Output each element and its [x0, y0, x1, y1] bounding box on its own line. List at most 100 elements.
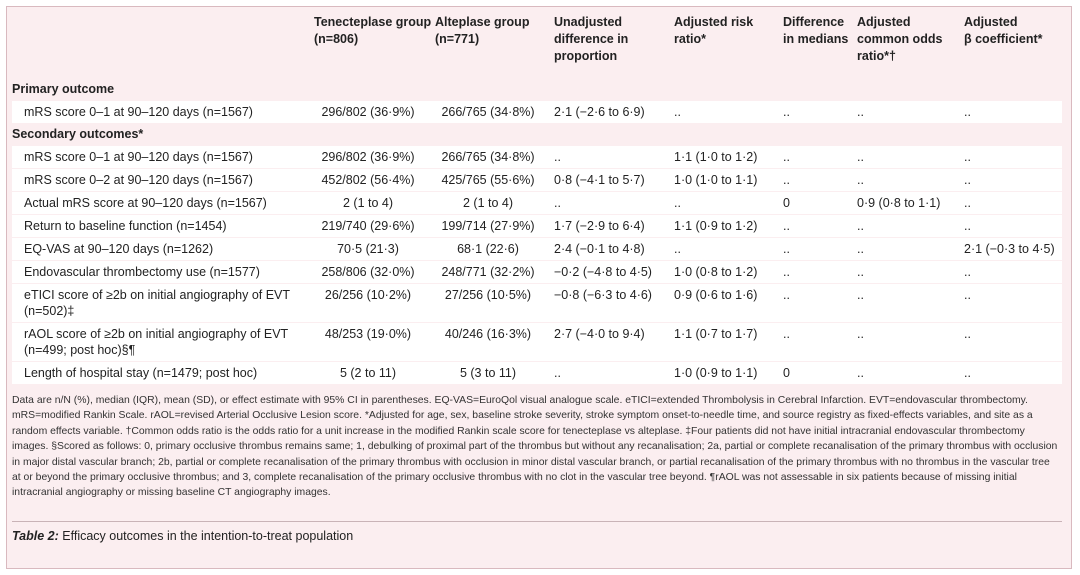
row-label: mRS score 0–2 at 90–120 days (n=1567): [24, 173, 253, 187]
header-difference-in-medians: Difference in medians: [783, 14, 848, 48]
table-caption: Table 2: Efficacy outcomes in the intent…: [12, 529, 353, 543]
cell-alteplase: 40/246 (16·3%): [444, 327, 532, 341]
row-label: eTICI score of ≥2b on initial angiograph…: [24, 288, 291, 302]
cell-alteplase: 266/765 (34·8%): [441, 150, 535, 164]
cell-unadjusted-difference: 2·7 (−4·0 to 9·4): [554, 327, 645, 341]
table-footnote: Data are n/N (%), median (IQR), mean (SD…: [12, 395, 1058, 499]
header-line: in medians: [783, 32, 849, 46]
cell-alteplase: 425/765 (55·6%): [441, 173, 535, 187]
cell-difference-in-medians: 0: [783, 366, 790, 380]
header-line: ratio*†: [857, 49, 896, 63]
row-label: mRS score 0–1 at 90–120 days (n=1567): [24, 105, 253, 119]
header-common-odds-ratio: Adjusted common odds ratio*†: [857, 14, 942, 65]
header-line: proportion: [554, 49, 618, 63]
cell-common-odds-ratio: ..: [857, 265, 864, 279]
cell-unadjusted-difference: ..: [554, 366, 561, 380]
cell-difference-in-medians: ..: [783, 105, 790, 119]
cell-beta-coefficient: ..: [964, 288, 971, 302]
table-row: Endovascular thrombectomy use (n=1577) 2…: [12, 261, 1062, 283]
header-line: Unadjusted: [554, 15, 623, 29]
cell-adjusted-risk-ratio: 0·9 (0·6 to 1·6): [674, 288, 758, 302]
cell-unadjusted-difference: 1·7 (−2·9 to 6·4): [554, 219, 645, 233]
cell-unadjusted-difference: ..: [554, 150, 561, 164]
cell-common-odds-ratio: ..: [857, 242, 864, 256]
table-row: Length of hospital stay (n=1479; post ho…: [12, 362, 1062, 384]
cell-alteplase: 68·1 (22·6): [457, 242, 519, 256]
row-label: Endovascular thrombectomy use (n=1577): [24, 265, 260, 279]
cell-common-odds-ratio: ..: [857, 105, 864, 119]
table-title: Efficacy outcomes in the intention-to-tr…: [62, 529, 354, 543]
cell-common-odds-ratio: 0·9 (0·8 to 1·1): [857, 196, 941, 210]
cell-tenecteplase: 258/806 (32·0%): [321, 265, 415, 279]
table-row: rAOL score of ≥2b on initial angiography…: [12, 323, 1062, 361]
cell-difference-in-medians: 0: [783, 196, 790, 210]
cell-difference-in-medians: ..: [783, 265, 790, 279]
cell-common-odds-ratio: ..: [857, 150, 864, 164]
table-row: eTICI score of ≥2b on initial angiograph…: [12, 284, 1062, 322]
cell-tenecteplase: 219/740 (29·6%): [321, 219, 415, 233]
row-label: Actual mRS score at 90–120 days (n=1567): [24, 196, 267, 210]
header-line: β coefficient*: [964, 32, 1043, 46]
cell-unadjusted-difference: 0·8 (−4·1 to 5·7): [554, 173, 645, 187]
cell-unadjusted-difference: −0·8 (−6·3 to 4·6): [554, 288, 652, 302]
cell-adjusted-risk-ratio: 1·0 (0·9 to 1·1): [674, 366, 758, 380]
cell-adjusted-risk-ratio: 1·1 (1·0 to 1·2): [674, 150, 758, 164]
table-row: mRS score 0–2 at 90–120 days (n=1567) 45…: [12, 169, 1062, 191]
header-line: (n=771): [435, 32, 480, 46]
cell-tenecteplase: 48/253 (19·0%): [324, 327, 412, 341]
cell-adjusted-risk-ratio: 1·0 (1·0 to 1·1): [674, 173, 758, 187]
table-row: mRS score 0–1 at 90–120 days (n=1567) 29…: [12, 146, 1062, 168]
cell-beta-coefficient: ..: [964, 219, 971, 233]
cell-adjusted-risk-ratio: ..: [674, 196, 681, 210]
cell-tenecteplase: 296/802 (36·9%): [321, 150, 415, 164]
cell-beta-coefficient: ..: [964, 173, 971, 187]
header-line: ratio*: [674, 32, 706, 46]
row-label: Length of hospital stay (n=1479; post ho…: [24, 366, 258, 380]
cell-difference-in-medians: ..: [783, 242, 790, 256]
cell-unadjusted-difference: 2·1 (−2·6 to 6·9): [554, 105, 645, 119]
header-line: (n=806): [314, 32, 359, 46]
cell-adjusted-risk-ratio: 1·1 (0·9 to 1·2): [674, 219, 758, 233]
cell-common-odds-ratio: ..: [857, 366, 864, 380]
header-unadjusted-difference: Unadjusted difference in proportion: [554, 14, 628, 65]
table-row: mRS score 0–1 at 90–120 days (n=1567) 29…: [12, 101, 1062, 123]
cell-alteplase: 199/714 (27·9%): [441, 219, 535, 233]
header-beta-coefficient: Adjusted β coefficient*: [964, 14, 1042, 48]
header-line: Adjusted: [964, 15, 1018, 29]
table-row: EQ-VAS at 90–120 days (n=1262) 70·5 (21·…: [12, 238, 1062, 260]
cell-tenecteplase: 2 (1 to 4): [342, 196, 394, 210]
header-tenecteplase: Tenecteplase group (n=806): [314, 14, 431, 48]
cell-unadjusted-difference: −0·2 (−4·8 to 4·5): [554, 265, 652, 279]
caption-divider: [12, 521, 1062, 522]
row-label: EQ-VAS at 90–120 days (n=1262): [24, 242, 214, 256]
header-line: Adjusted risk: [674, 15, 754, 29]
cell-alteplase: 266/765 (34·8%): [441, 105, 535, 119]
cell-adjusted-risk-ratio: ..: [674, 105, 681, 119]
cell-difference-in-medians: ..: [783, 150, 790, 164]
cell-common-odds-ratio: ..: [857, 219, 864, 233]
cell-alteplase: 248/771 (32·2%): [441, 265, 535, 279]
header-line: Difference: [783, 15, 845, 29]
cell-tenecteplase: 70·5 (21·3): [337, 242, 399, 256]
table-number: Table 2:: [12, 529, 59, 543]
cell-beta-coefficient: ..: [964, 196, 971, 210]
header-line: Adjusted: [857, 15, 911, 29]
cell-common-odds-ratio: ..: [857, 327, 864, 341]
cell-beta-coefficient: ..: [964, 366, 971, 380]
cell-tenecteplase: 26/256 (10·2%): [324, 288, 412, 302]
cell-common-odds-ratio: ..: [857, 173, 864, 187]
cell-beta-coefficient: 2·1 (−0·3 to 4·5): [964, 242, 1055, 256]
cell-difference-in-medians: ..: [783, 219, 790, 233]
cell-adjusted-risk-ratio: ..: [674, 242, 681, 256]
header-line: Alteplase group: [435, 15, 530, 29]
cell-common-odds-ratio: ..: [857, 288, 864, 302]
cell-beta-coefficient: ..: [964, 265, 971, 279]
cell-difference-in-medians: ..: [783, 327, 790, 341]
cell-difference-in-medians: ..: [783, 288, 790, 302]
cell-alteplase: 5 (3 to 11): [459, 366, 517, 380]
row-label: Return to baseline function (n=1454): [24, 219, 227, 233]
header-line: common odds: [857, 32, 943, 46]
row-label: mRS score 0–1 at 90–120 days (n=1567): [24, 150, 253, 164]
row-label-continuation: (n=502)‡: [24, 304, 75, 318]
